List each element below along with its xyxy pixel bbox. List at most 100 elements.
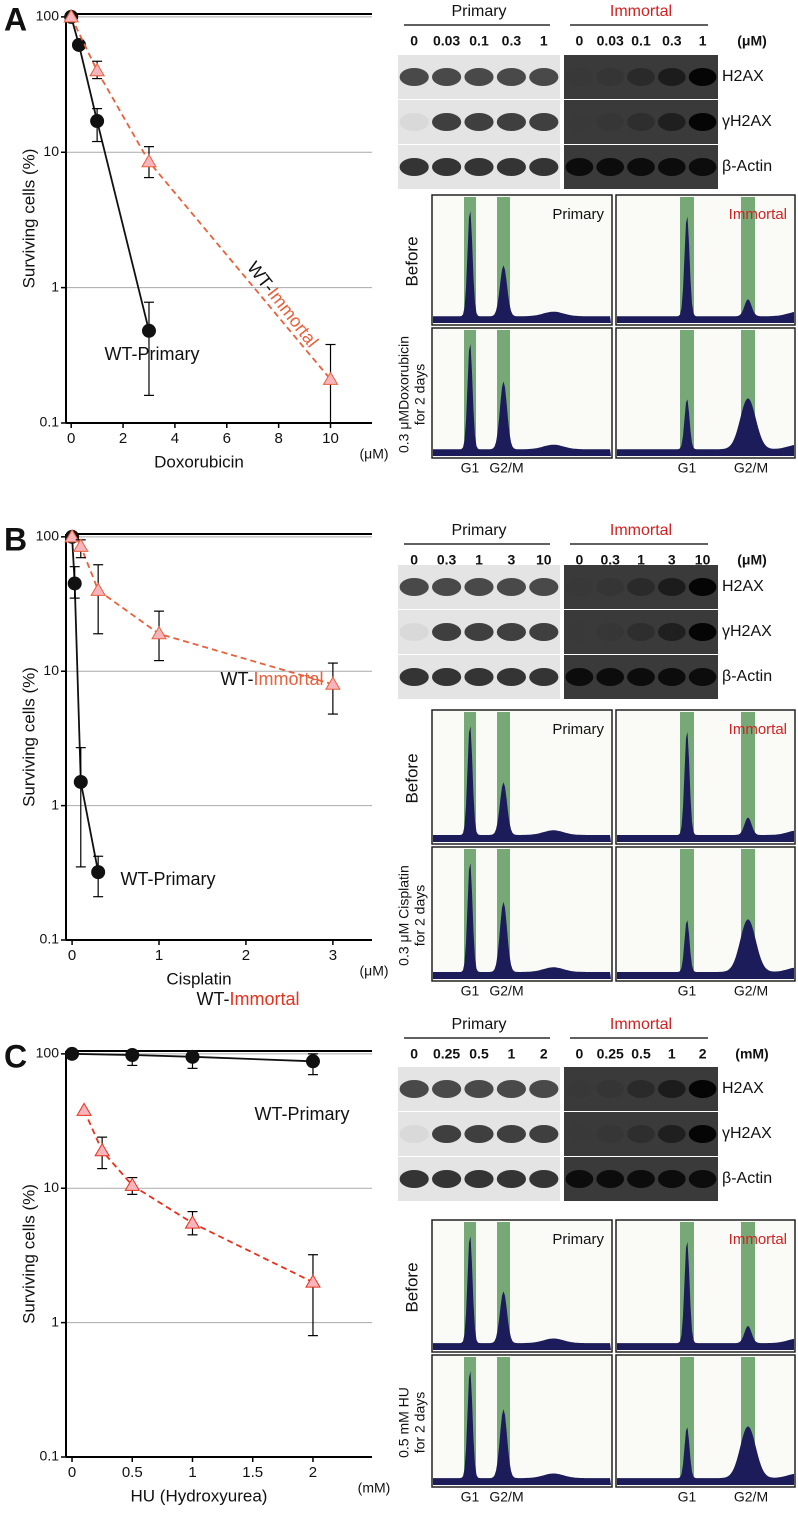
y-tick-label: 0.1 <box>40 1448 60 1464</box>
protein-label: γH2AX <box>722 1125 772 1142</box>
data-point <box>73 774 88 789</box>
facs-row-label: Before <box>402 753 421 803</box>
blot-band <box>627 1080 655 1098</box>
blot-group-label: Immortal <box>610 522 672 539</box>
dose-label: 0.5 <box>631 1046 651 1062</box>
blot-band <box>399 113 429 131</box>
blot-band <box>657 623 686 641</box>
data-point <box>151 625 167 640</box>
y-tick-label: 10 <box>43 143 59 159</box>
dose-label: 2 <box>540 1046 548 1062</box>
error-bar <box>93 564 104 635</box>
dose-label: 10 <box>695 552 711 568</box>
peak-label: G2/M <box>489 983 523 999</box>
facs-group-label: Immortal <box>729 721 787 738</box>
blot-band <box>464 668 494 686</box>
dose-label: 0 <box>410 1046 418 1062</box>
blot-band <box>657 113 686 131</box>
blot-band <box>566 113 594 131</box>
series-line <box>71 536 100 873</box>
facs-row-label: 0.3 μMDoxorubicin <box>396 336 412 453</box>
data-point <box>65 1046 80 1061</box>
dose-label: 1 <box>668 1046 676 1062</box>
blot-band <box>529 113 559 131</box>
facs-frame <box>615 709 796 845</box>
data-point <box>76 1102 92 1116</box>
panel-letter: B <box>4 521 27 557</box>
dose-label: 0.1 <box>469 33 489 49</box>
data-point <box>141 153 157 168</box>
facs-group-label: Immortal <box>729 206 787 223</box>
dose-label: 0.25 <box>433 1046 460 1062</box>
blot-band <box>566 623 594 641</box>
blot-group-label: Primary <box>451 3 506 20</box>
protein-label: β-Actin <box>722 158 772 175</box>
facs-row-label: 0.3 μM Cisplatin <box>396 865 412 966</box>
blot-band <box>496 623 526 641</box>
dose-label: 0.5 <box>469 1046 489 1062</box>
y-tick-label: 10 <box>43 1179 59 1195</box>
blot-group-label: Primary <box>451 1016 506 1033</box>
histogram <box>617 919 794 979</box>
panel-letter: A <box>4 1 27 37</box>
protein-label: β-Actin <box>722 668 772 685</box>
data-point <box>185 1049 200 1064</box>
error-bar <box>143 301 154 396</box>
facs-frame <box>615 1219 796 1353</box>
y-tick-label: 1 <box>51 1313 59 1329</box>
peak-label: G2/M <box>489 1489 523 1505</box>
data-point <box>90 582 107 596</box>
blot-band <box>566 1125 594 1143</box>
facs-frame <box>615 1354 796 1488</box>
blot-band <box>688 623 717 641</box>
x-tick-label: 2 <box>119 430 127 447</box>
blot-band <box>399 668 429 686</box>
peak-label: G2/M <box>734 1489 768 1505</box>
facs-group-label: Primary <box>552 206 604 223</box>
data-point <box>90 114 105 129</box>
peak-label: G2/M <box>734 983 768 999</box>
blot-band <box>566 578 594 596</box>
peak-label: G1 <box>678 460 697 476</box>
x-tick-label: 6 <box>223 430 231 447</box>
data-point <box>67 576 82 591</box>
blot-band <box>627 623 655 641</box>
blot-band <box>596 113 625 131</box>
gate <box>741 712 755 842</box>
facs-group-label: Primary <box>552 1231 604 1248</box>
dose-label: 2 <box>699 1046 707 1062</box>
data-point <box>305 1274 321 1288</box>
blot-band <box>529 1080 559 1098</box>
blot-band <box>688 68 717 86</box>
blot-band <box>496 1170 526 1188</box>
y-axis-label: Surviving cells (%) <box>19 667 38 807</box>
data-point <box>305 1054 320 1069</box>
error-bar <box>75 747 86 868</box>
blot-band <box>464 1125 494 1143</box>
data-point <box>64 528 80 543</box>
x-tick-label: 1.5 <box>242 1464 263 1481</box>
dose-label: 0.25 <box>597 1046 624 1062</box>
blot-band <box>657 578 686 596</box>
blot-band <box>627 158 655 176</box>
y-tick-label: 0.1 <box>40 414 60 430</box>
blot-band <box>596 578 625 596</box>
gate <box>741 197 755 323</box>
blot-band <box>432 158 462 176</box>
blot-band <box>688 113 717 131</box>
facs-row-label: Before <box>402 1262 421 1312</box>
data-point <box>89 62 105 77</box>
y-tick-label: 0.1 <box>40 931 60 947</box>
protein-label: H2AX <box>722 68 764 85</box>
dose-label: 1 <box>508 1046 516 1062</box>
facs-row-label: Before <box>402 236 421 286</box>
series-label: WT-Immortal <box>243 257 322 350</box>
x-tick-label: 0 <box>68 1464 76 1481</box>
y-tick-label: 100 <box>36 8 60 24</box>
dose-unit: (μM) <box>737 33 767 49</box>
x-tick-label: 10 <box>322 430 339 447</box>
y-tick-label: 100 <box>36 528 60 544</box>
facs-frame <box>431 327 613 459</box>
series-label: WT-Primary <box>255 1104 350 1124</box>
